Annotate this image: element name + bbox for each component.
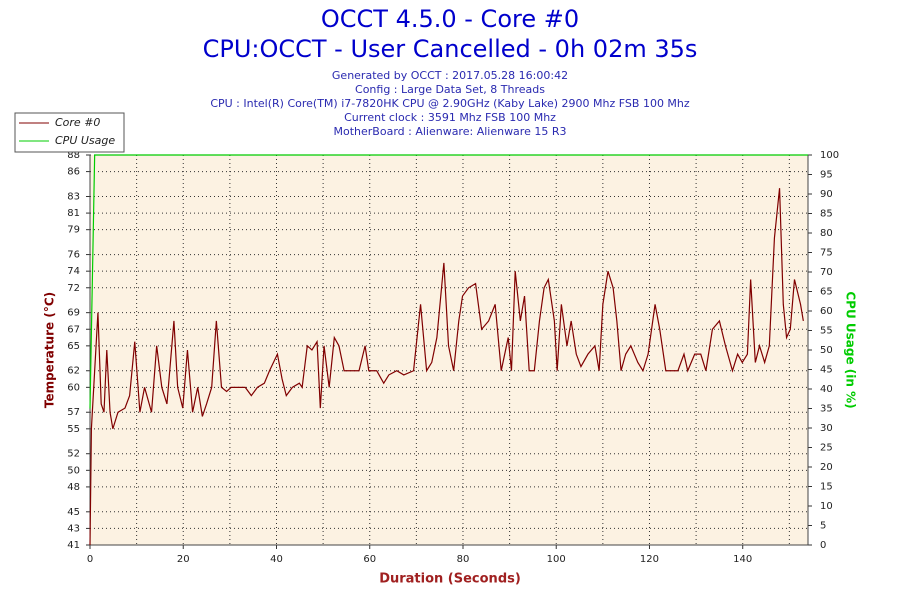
- y-tick-label: 57: [67, 407, 80, 418]
- y-tick-label: 76: [67, 250, 80, 261]
- info-line: CPU : Intel(R) Core(TM) i7-7820HK CPU @ …: [210, 97, 690, 110]
- chart-title: OCCT 4.5.0 - Core #0: [321, 5, 579, 33]
- y2-tick-label: 40: [820, 384, 833, 395]
- x-tick-label: 20: [177, 554, 190, 565]
- y-tick-label: 45: [67, 507, 80, 518]
- y-tick-label: 52: [67, 449, 80, 460]
- x-tick-label: 80: [457, 554, 470, 565]
- y-tick-label: 81: [67, 208, 80, 219]
- y2-axis-title: CPU Usage (in %): [844, 291, 858, 408]
- x-tick-label: 0: [87, 554, 93, 565]
- y-tick-label: 67: [67, 324, 80, 335]
- y2-tick-label: 45: [820, 365, 833, 376]
- info-line: Generated by OCCT : 2017.05.28 16:00:42: [332, 69, 568, 82]
- y-tick-label: 83: [67, 191, 80, 202]
- y2-tick-label: 95: [820, 170, 833, 181]
- y2-tick-label: 10: [820, 501, 833, 512]
- y2-tick-label: 30: [820, 423, 833, 434]
- y2-tick-label: 55: [820, 326, 833, 337]
- y-tick-label: 72: [67, 283, 80, 294]
- info-line: Current clock : 3591 Mhz FSB 100 Mhz: [344, 111, 556, 124]
- y-tick-label: 79: [67, 225, 80, 236]
- y2-tick-label: 0: [820, 540, 826, 551]
- y2-tick-label: 5: [820, 521, 826, 532]
- y-tick-label: 74: [67, 266, 80, 277]
- series-line: [89, 154, 808, 409]
- y2-tick-label: 50: [820, 345, 833, 356]
- info-line: Config : Large Data Set, 8 Threads: [355, 83, 545, 96]
- y2-tick-label: 60: [820, 306, 833, 317]
- y2-tick-label: 90: [820, 189, 833, 200]
- legend-box: [14, 112, 125, 153]
- x-tick-label: 40: [270, 554, 283, 565]
- y-tick-label: 48: [67, 482, 80, 493]
- y2-tick-label: 85: [820, 209, 833, 220]
- x-tick-label: 120: [640, 554, 659, 565]
- y2-tick-label: 75: [820, 248, 833, 259]
- y-tick-label: 50: [67, 465, 80, 476]
- y2-tick-label: 100: [820, 150, 839, 161]
- y2-tick-label: 70: [820, 267, 833, 278]
- y-tick-label: 86: [67, 167, 80, 178]
- y2-tick-label: 80: [820, 228, 833, 239]
- y2-tick-label: 20: [820, 462, 833, 473]
- x-tick-label: 140: [733, 554, 752, 565]
- x-tick-label: 100: [547, 554, 566, 565]
- y-tick-label: 43: [67, 523, 80, 534]
- y2-tick-label: 65: [820, 287, 833, 298]
- series-line: [89, 188, 804, 546]
- y2-tick-label: 15: [820, 482, 833, 493]
- y-axis-title: Temperature (°C): [43, 292, 57, 408]
- y-tick-label: 55: [67, 424, 80, 435]
- x-axis-title: Duration (Seconds): [379, 572, 521, 587]
- y2-tick-label: 35: [820, 404, 833, 415]
- legend-label: CPU Usage: [55, 134, 115, 147]
- y-tick-label: 62: [67, 366, 80, 377]
- legend-label: Core #0: [55, 116, 100, 129]
- y-tick-label: 88: [67, 150, 80, 161]
- info-line: MotherBoard : Alienware: Alienware 15 R3: [334, 125, 567, 138]
- y-tick-label: 60: [67, 382, 80, 393]
- y-tick-label: 41: [67, 540, 80, 551]
- y-tick-label: 69: [67, 308, 80, 319]
- y-tick-label: 65: [67, 341, 80, 352]
- y2-tick-label: 25: [820, 443, 833, 454]
- chart-subtitle: CPU:OCCT - User Cancelled - 0h 02m 35s: [203, 35, 698, 63]
- x-tick-label: 60: [363, 554, 376, 565]
